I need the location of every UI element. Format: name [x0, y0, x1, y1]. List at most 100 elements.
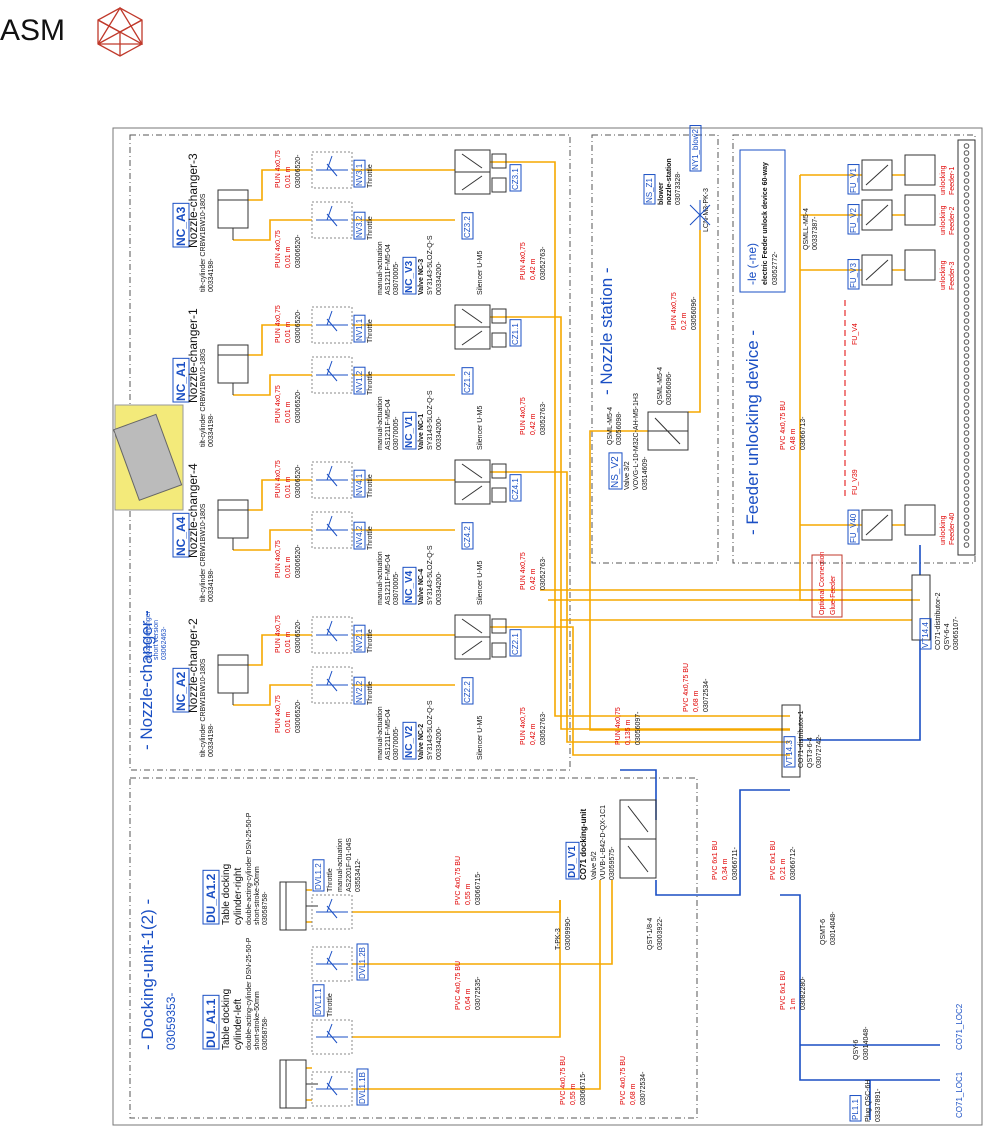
- tag-label: NC_V4: [404, 570, 415, 603]
- strip-hole: [963, 178, 970, 184]
- strip-hole: [963, 234, 970, 240]
- label: 03056097-: [635, 711, 642, 745]
- throttle-symbol: [316, 205, 348, 227]
- tag-label: NC_A2: [174, 671, 188, 711]
- strip-hole: [963, 514, 970, 520]
- tag-label: NV4.2: [355, 525, 364, 548]
- label: PUN 4x0,75: [615, 707, 622, 745]
- tag: NV4.1: [353, 469, 366, 498]
- tag: CZ1.1: [509, 319, 522, 347]
- tag: NV3.1: [353, 159, 366, 188]
- tag-label: CZ4.1: [511, 478, 520, 500]
- label: AS1211F-M5-04: [385, 399, 392, 450]
- tag-label: FU_V2: [849, 208, 858, 233]
- pipe: [233, 479, 455, 551]
- strip-hole: [963, 150, 970, 156]
- label: PUN 4x0,75: [520, 552, 527, 590]
- label: 03070005-: [393, 261, 400, 295]
- label: Silencer U-M5: [477, 251, 484, 295]
- pipe: [490, 471, 790, 743]
- tag: NV4.2: [353, 521, 366, 550]
- label: QSMLL-M5-4: [803, 208, 810, 250]
- tag-label: NS_V2: [610, 456, 621, 488]
- throttle-symbol: [316, 950, 348, 971]
- tag-label: NV3.2: [355, 215, 364, 238]
- feeder-valve: [861, 159, 893, 191]
- strip-hole: [963, 185, 970, 191]
- valve-symbol: [620, 805, 656, 873]
- label: 03056096-: [691, 296, 698, 330]
- label: PVC 6x1 BU: [780, 971, 787, 1010]
- throttle-symbol: [316, 310, 348, 332]
- tag: NC_V1: [402, 411, 417, 450]
- tag-box: [509, 474, 522, 502]
- throttle-box: [311, 946, 353, 982]
- feeder-valve: [861, 509, 893, 541]
- label: QSMT-6: [820, 919, 827, 945]
- throttle-symbol: [316, 155, 348, 177]
- tag-box: [353, 624, 366, 653]
- throttle-box: [311, 1019, 353, 1055]
- label: CO71-distributor-2: [935, 592, 942, 650]
- label: 00334198-: [208, 413, 215, 447]
- tag: CZ3.2: [461, 212, 474, 240]
- tag: NC_A4: [172, 512, 190, 558]
- label: QSY-6-4: [944, 623, 951, 650]
- throttle-box: [311, 511, 353, 549]
- label: PUN 4x0,75: [275, 305, 282, 343]
- tag: CZ1.2: [461, 367, 474, 395]
- label: -le (-ne): [745, 243, 759, 285]
- tag-label: NS_Z1: [645, 178, 654, 203]
- label: PVC 6x1 BU: [770, 841, 777, 880]
- strip-hole: [963, 164, 970, 170]
- silencer: [491, 642, 507, 658]
- label: PVC 6x1 BU: [712, 841, 719, 880]
- tag: NV1.2: [353, 366, 366, 395]
- strip-hole: [963, 332, 970, 338]
- strip-hole: [963, 276, 970, 282]
- label: Throttle: [367, 164, 374, 188]
- valve-symbol: [455, 308, 490, 346]
- feeder-valve: [861, 199, 893, 231]
- strip-hole: [963, 213, 970, 219]
- label: electric Feeder unlock device 60-way: [762, 162, 769, 285]
- label: 03006520-: [295, 309, 302, 343]
- tag-label: DU_V1: [567, 845, 578, 878]
- tag-box: [353, 314, 366, 343]
- label: 03052772-: [772, 251, 779, 285]
- strip-hole: [963, 311, 970, 317]
- strip-hole: [963, 269, 970, 275]
- label: PUN 4x0,75: [520, 397, 527, 435]
- label: VOVG-L-10-M32C-AH-M5-1H3: [633, 393, 640, 490]
- strip-hole: [963, 290, 970, 296]
- tag-box: [783, 736, 796, 768]
- strip-hole: [963, 374, 970, 380]
- tag: NC_V2: [402, 721, 417, 760]
- label: 0,48 m: [790, 428, 797, 450]
- label: AS1211F-M5-04: [385, 244, 392, 295]
- strip-hole: [963, 507, 970, 513]
- label: 03052763-: [540, 556, 547, 590]
- label: Silencer U-M5: [477, 406, 484, 450]
- label: PUN 4x0,75: [671, 292, 678, 330]
- label: blower: [658, 182, 665, 205]
- strip-hole: [963, 402, 970, 408]
- strip-hole: [963, 304, 970, 310]
- tag-box: [402, 256, 417, 295]
- tag-box: [402, 721, 417, 760]
- tag-box: [202, 994, 220, 1050]
- pipe: [490, 626, 790, 756]
- strip-hole: [963, 528, 970, 534]
- label: PVC 4x0,75 BU: [455, 856, 462, 905]
- label: 00334200-: [436, 726, 443, 760]
- strip-hole: [963, 346, 970, 352]
- tag: VT14.4: [919, 618, 932, 650]
- tag: DU_A1.2: [202, 869, 220, 925]
- label: QST3-6-4: [807, 737, 814, 768]
- label: 03066711-: [732, 846, 739, 880]
- label: AS1211F-M5-04: [385, 554, 392, 605]
- label: 03006520-: [295, 619, 302, 653]
- label: 0,01 m: [285, 246, 292, 268]
- label: 0,01 m: [285, 631, 292, 653]
- strip-hole: [963, 437, 970, 443]
